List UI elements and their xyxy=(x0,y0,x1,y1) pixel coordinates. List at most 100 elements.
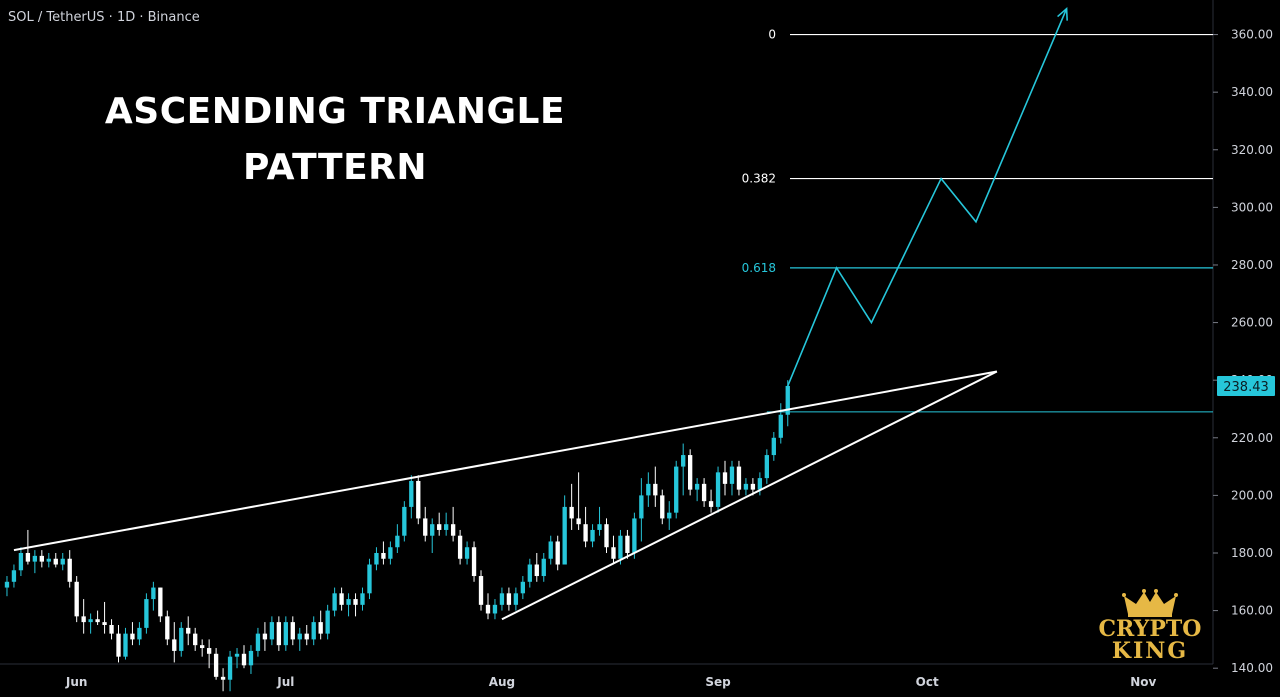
candle-body xyxy=(548,541,553,559)
candle-body xyxy=(632,518,637,553)
x-month-label: Sep xyxy=(705,675,731,689)
candle-body xyxy=(60,558,65,565)
candle-body xyxy=(367,564,372,594)
candle-body xyxy=(576,518,581,525)
candle-body xyxy=(562,506,567,565)
candle-body xyxy=(604,524,609,548)
candle-body xyxy=(743,483,749,490)
candle-body xyxy=(687,455,693,490)
candle-body xyxy=(374,552,379,565)
y-tick-label: 200.00 xyxy=(1231,488,1273,502)
last-price-label: 238.43 xyxy=(1223,380,1269,395)
x-month-label: Oct xyxy=(916,675,939,689)
y-tick-label: 300.00 xyxy=(1231,200,1273,214)
fib-label: 0.382 xyxy=(742,172,776,186)
candle-body xyxy=(227,656,233,680)
candle-body xyxy=(611,547,616,559)
candle-body xyxy=(597,524,602,530)
candle-body xyxy=(179,627,184,651)
candle-body xyxy=(18,552,24,571)
candle-body xyxy=(39,555,44,562)
candle-body xyxy=(750,483,756,490)
candle-body xyxy=(653,483,658,496)
y-tick-label: 180.00 xyxy=(1231,546,1273,560)
candle-body xyxy=(694,483,700,490)
crypto-king-logo: CRYPTO KING xyxy=(1098,588,1202,662)
projection-arrowhead xyxy=(1057,6,1068,21)
candle-body xyxy=(381,552,386,559)
chart-title: ASCENDING TRIANGLE PATTERN xyxy=(70,84,600,196)
candle-body xyxy=(430,524,435,536)
candle-body xyxy=(708,501,714,507)
candle-body xyxy=(667,512,672,519)
y-tick-label: 360.00 xyxy=(1231,28,1273,42)
x-month-label: Jun xyxy=(65,675,88,689)
candle-body xyxy=(409,480,414,507)
candle-body xyxy=(332,593,337,611)
candle-body xyxy=(158,587,163,617)
candles xyxy=(4,380,790,692)
candle-body xyxy=(499,593,505,605)
candle-body xyxy=(339,593,344,605)
candle-body xyxy=(660,495,665,519)
symbol-label[interactable]: SOL / TetherUS · 1D · Binance xyxy=(8,10,200,25)
candle-body xyxy=(416,480,421,519)
title-line-2: PATTERN xyxy=(242,147,428,188)
trendlines xyxy=(13,370,998,621)
fib-levels: 0 0.382 0.618 xyxy=(742,28,1213,413)
logo-line-1: CRYPTO xyxy=(1098,616,1202,642)
candle-body xyxy=(200,645,205,649)
candle-body xyxy=(534,564,539,577)
candle-body xyxy=(193,633,198,646)
trendline-support xyxy=(501,370,998,621)
projection xyxy=(787,6,1068,387)
candle-body xyxy=(423,518,428,536)
candle-body xyxy=(681,455,686,467)
candle-body xyxy=(457,535,463,559)
candle-body xyxy=(311,622,316,640)
x-month-label: Jul xyxy=(276,675,294,689)
candle-body xyxy=(388,547,393,559)
candle-body xyxy=(736,466,742,490)
candle-body xyxy=(4,581,10,588)
candle-body xyxy=(520,581,526,594)
candle-body xyxy=(722,472,728,484)
candle-body xyxy=(304,633,309,640)
candle-body xyxy=(778,414,783,438)
candle-body xyxy=(32,555,38,562)
x-month-label: Nov xyxy=(1130,675,1156,689)
candle-body xyxy=(485,604,491,614)
candle-body xyxy=(443,524,449,530)
candle-body xyxy=(151,587,156,600)
candle-body xyxy=(701,483,707,502)
candle-body xyxy=(248,650,254,666)
candle-body xyxy=(297,633,302,640)
candle-body xyxy=(464,547,470,559)
candle-body xyxy=(102,622,107,625)
candle-body xyxy=(186,627,191,634)
candle-body xyxy=(165,616,170,640)
candle-body xyxy=(81,616,86,623)
y-tick-label: 160.00 xyxy=(1231,604,1273,618)
candle-body xyxy=(11,570,17,582)
candle-body xyxy=(74,581,79,617)
candle-body xyxy=(283,622,288,646)
candle-body xyxy=(541,558,546,577)
x-month-label: Aug xyxy=(489,675,515,689)
projection-path xyxy=(787,8,1068,387)
last-price-badge xyxy=(1217,375,1275,396)
candle-body xyxy=(555,541,560,565)
candle-body xyxy=(109,624,114,634)
candle-body xyxy=(88,619,93,623)
price-axis: 140.00160.00180.00200.00220.00240.00260.… xyxy=(65,28,1275,689)
candle-body xyxy=(123,633,128,657)
candle-body xyxy=(450,524,456,536)
candle-body xyxy=(764,455,770,479)
candle-body xyxy=(46,558,51,562)
candle-body xyxy=(492,604,498,614)
title-line-1: ASCENDING TRIANGLE xyxy=(104,91,566,132)
candle-body xyxy=(172,639,177,651)
y-tick-label: 340.00 xyxy=(1231,85,1273,99)
candle-body xyxy=(785,385,790,415)
